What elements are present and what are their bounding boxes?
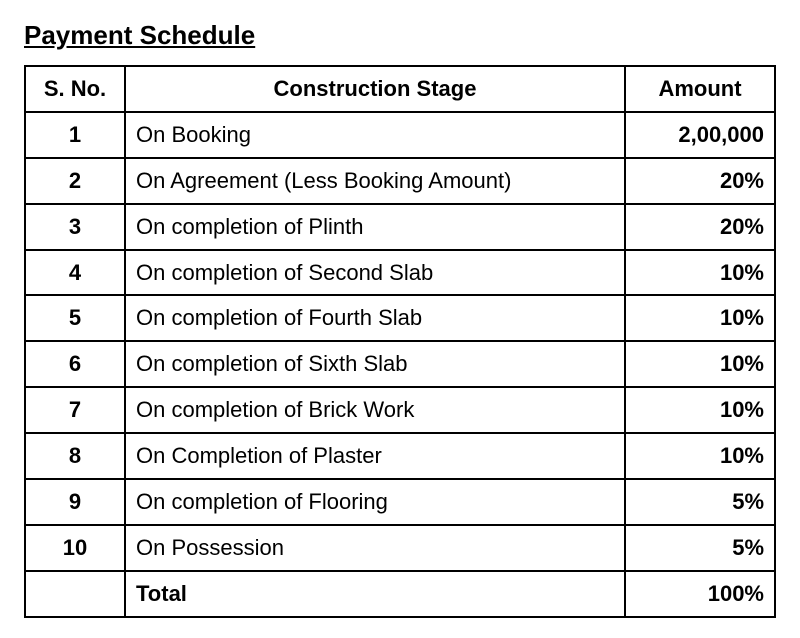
- cell-total-amount: 100%: [625, 571, 775, 617]
- table-header-row: S. No. Construction Stage Amount: [25, 66, 775, 112]
- cell-sno: 3: [25, 204, 125, 250]
- table-row: 2 On Agreement (Less Booking Amount) 20%: [25, 158, 775, 204]
- cell-amount: 5%: [625, 479, 775, 525]
- payment-schedule-table: S. No. Construction Stage Amount 1 On Bo…: [24, 65, 776, 618]
- cell-amount: 10%: [625, 387, 775, 433]
- cell-stage: On Booking: [125, 112, 625, 158]
- cell-amount: 10%: [625, 250, 775, 296]
- cell-sno-blank: [25, 571, 125, 617]
- table-row: 9 On completion of Flooring 5%: [25, 479, 775, 525]
- col-header-sno: S. No.: [25, 66, 125, 112]
- col-header-stage: Construction Stage: [125, 66, 625, 112]
- table-row: 7 On completion of Brick Work 10%: [25, 387, 775, 433]
- cell-amount: 10%: [625, 433, 775, 479]
- cell-stage: On completion of Sixth Slab: [125, 341, 625, 387]
- cell-sno: 8: [25, 433, 125, 479]
- cell-amount: 10%: [625, 341, 775, 387]
- table-row: 8 On Completion of Plaster 10%: [25, 433, 775, 479]
- cell-sno: 10: [25, 525, 125, 571]
- cell-amount: 20%: [625, 158, 775, 204]
- cell-total-label: Total: [125, 571, 625, 617]
- table-total-row: Total 100%: [25, 571, 775, 617]
- cell-sno: 1: [25, 112, 125, 158]
- cell-amount: 2,00,000: [625, 112, 775, 158]
- cell-stage: On completion of Plinth: [125, 204, 625, 250]
- cell-sno: 6: [25, 341, 125, 387]
- cell-amount: 20%: [625, 204, 775, 250]
- cell-stage: On Possession: [125, 525, 625, 571]
- cell-amount: 10%: [625, 295, 775, 341]
- page-title: Payment Schedule: [24, 20, 776, 51]
- cell-sno: 7: [25, 387, 125, 433]
- cell-stage: On Completion of Plaster: [125, 433, 625, 479]
- col-header-amount: Amount: [625, 66, 775, 112]
- cell-sno: 9: [25, 479, 125, 525]
- table-row: 1 On Booking 2,00,000: [25, 112, 775, 158]
- cell-stage: On completion of Fourth Slab: [125, 295, 625, 341]
- table-row: 4 On completion of Second Slab 10%: [25, 250, 775, 296]
- cell-amount: 5%: [625, 525, 775, 571]
- table-row: 5 On completion of Fourth Slab 10%: [25, 295, 775, 341]
- cell-sno: 2: [25, 158, 125, 204]
- table-row: 10 On Possession 5%: [25, 525, 775, 571]
- cell-sno: 4: [25, 250, 125, 296]
- cell-stage: On completion of Brick Work: [125, 387, 625, 433]
- cell-stage: On Agreement (Less Booking Amount): [125, 158, 625, 204]
- cell-stage: On completion of Flooring: [125, 479, 625, 525]
- table-row: 3 On completion of Plinth 20%: [25, 204, 775, 250]
- cell-stage: On completion of Second Slab: [125, 250, 625, 296]
- table-row: 6 On completion of Sixth Slab 10%: [25, 341, 775, 387]
- cell-sno: 5: [25, 295, 125, 341]
